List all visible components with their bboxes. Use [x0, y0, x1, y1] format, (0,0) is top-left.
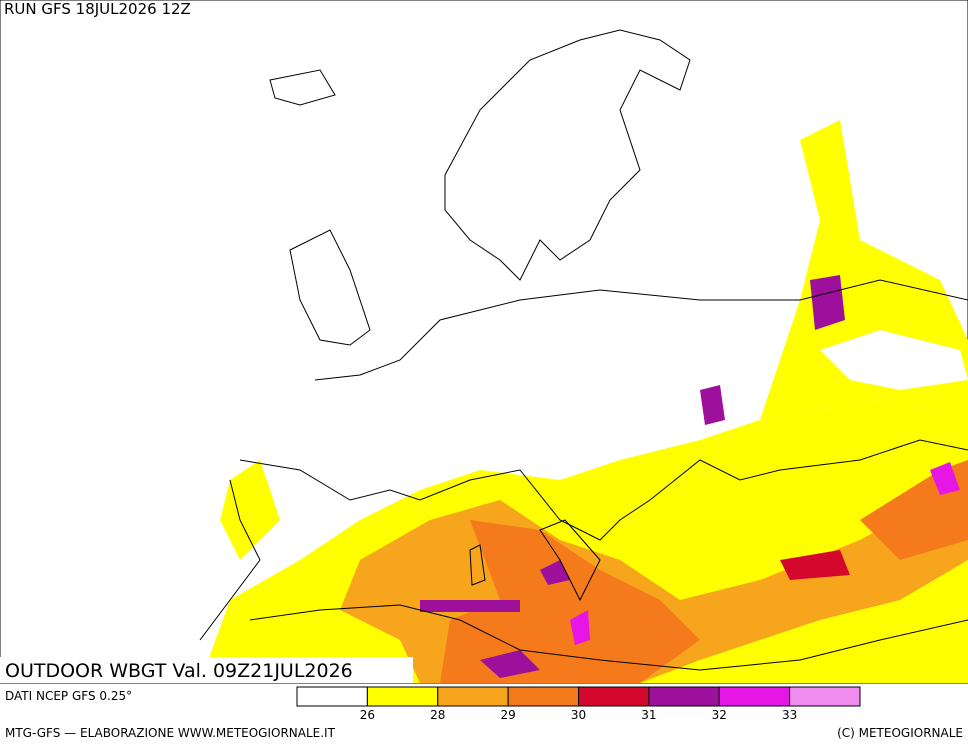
colorbar-tick: 26	[360, 708, 375, 722]
colorbar-box	[789, 686, 861, 707]
colorbar-box	[578, 686, 650, 707]
colorbar-box	[437, 686, 509, 707]
footer-right: (C) METEOGIORNALE	[837, 726, 963, 740]
colorbar-tick: 30	[571, 708, 586, 722]
colorbar-box	[648, 686, 720, 707]
colorbar-tick: 29	[500, 708, 515, 722]
colorbar-tick: 32	[712, 708, 727, 722]
colorbar-tick: 28	[430, 708, 445, 722]
colorbar-box	[507, 686, 579, 707]
colorbar-box	[366, 686, 439, 707]
caption-box	[0, 657, 413, 683]
run-label: RUN GFS 18JUL2026 12Z	[4, 0, 191, 18]
colorbar-tick: 33	[782, 708, 797, 722]
colorbar-box	[296, 686, 368, 707]
footer-left: MTG-GFS — ELABORAZIONE WWW.METEOGIORNALE…	[5, 726, 336, 740]
colorbar-box	[718, 686, 791, 707]
colorbar: 26 28 29 30 31 32 33	[296, 686, 861, 722]
coastlines	[199, 29, 968, 671]
colorbar-tick: 31	[641, 708, 656, 722]
source-label: DATI NCEP GFS 0.25°	[5, 689, 132, 703]
map-caption: OUTDOOR WBGT Val. 09Z21JUL2026	[5, 660, 353, 682]
